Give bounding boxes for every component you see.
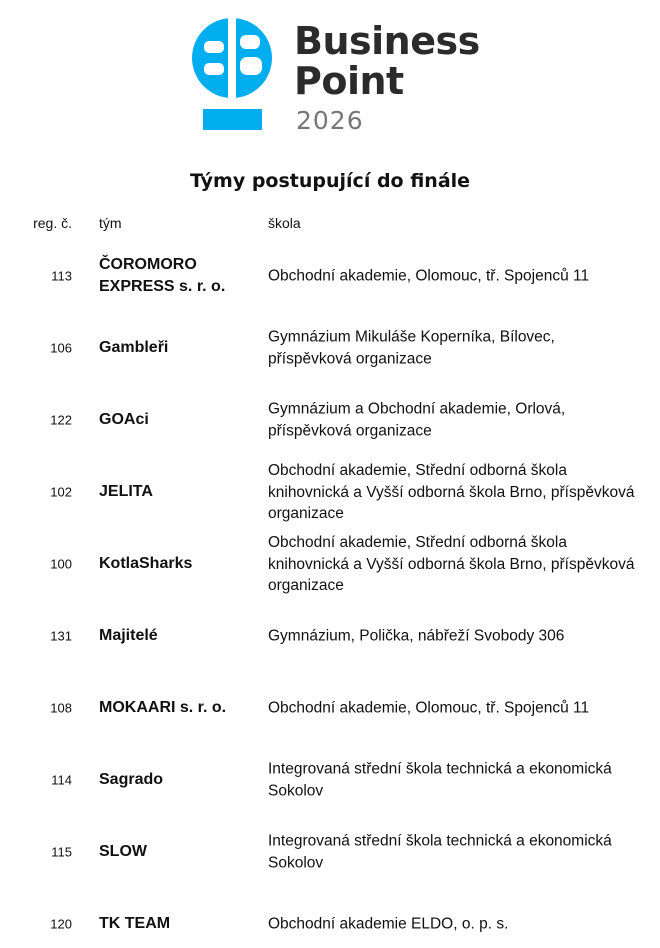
team-name: Majitelé (99, 627, 158, 644)
reg-number: 131 (50, 628, 72, 644)
team-name: MOKAARI s. r. o. (99, 699, 227, 716)
team-name: Sagrado (99, 771, 164, 788)
table-row: 114 Sagrado Integrovaná střední škola tech… (0, 744, 660, 816)
school-name: Obchodní akademie, Střední odborná škola… (268, 461, 635, 522)
team-name: SLOW (99, 843, 147, 860)
reg-number: 120 (50, 916, 72, 932)
team-name: GOAci (99, 411, 149, 428)
table-row: 100 KotlaSharks Obchodní akademie, Střední… (0, 528, 660, 600)
brand-name-line2: Point (294, 59, 404, 103)
school-name: Obchodní akademie, Střední odborná škola… (268, 533, 635, 594)
table-row: 115 SLOW Integrovaná střední škola technic… (0, 816, 660, 888)
reg-number: 113 (51, 268, 72, 284)
reg-number: 106 (50, 340, 72, 356)
brand-year: 2026 (296, 106, 364, 135)
school-name: Obchodní akademie, Olomouc, tř. Spojenců… (268, 267, 590, 285)
school-name: Gymnázium Mikuláše Koperníka, Bílovec, p… (268, 328, 555, 368)
school-name: Gymnázium a Obchodní akademie, Orlová, p… (268, 400, 566, 440)
header-reg: reg. č. (33, 215, 72, 231)
table-row: 131 Majitelé Gymnázium, Polička, nábřeží S… (0, 600, 660, 672)
reg-number: 108 (50, 700, 72, 716)
school-name: Gymnázium, Polička, nábřeží Svobody 306 (268, 627, 565, 645)
reg-number: 114 (51, 772, 72, 788)
school-name: Integrovaná střední škola technická a ek… (268, 832, 612, 872)
header-team: tým (99, 215, 122, 231)
team-name: Gambleři (99, 339, 169, 356)
table-row: 122 GOAci Gymnázium a Obchodní akademie, O… (0, 384, 660, 456)
table-row: 106 Gambleři Gymnázium Mikuláše Koperníka,… (0, 312, 660, 384)
table-row: 120 TK TEAM Obchodní akademie ELDO, o. p. … (0, 888, 660, 948)
team-name: ČOROMORO EXPRESS s. r. o. (99, 256, 226, 295)
reg-number: 115 (51, 844, 72, 860)
table-row: 102 JELITA Obchodní akademie, Střední odbo… (0, 456, 660, 528)
school-name: Obchodní akademie, Olomouc, tř. Spojenců… (268, 699, 590, 717)
brand-name-line1: Business (294, 19, 480, 63)
reg-number: 102 (50, 484, 72, 500)
header-school: škola (268, 215, 301, 231)
reg-number: 122 (50, 412, 72, 428)
team-name: KotlaSharks (99, 555, 193, 572)
team-name: TK TEAM (99, 915, 171, 932)
table-row: 108 MOKAARI s. r. o. Obchodní akademie, Ol… (0, 672, 660, 744)
table-row: 113 ČOROMORO EXPRESS s. r. o. Obchodní aka… (0, 240, 660, 312)
school-name: Obchodní akademie ELDO, o. p. s. (268, 915, 509, 933)
reg-number: 100 (50, 556, 72, 572)
school-name: Integrovaná střední škola technická a ek… (268, 760, 612, 800)
business-point-logo-icon (192, 17, 272, 130)
page-title: Týmy postupující do finále (189, 170, 471, 192)
team-name: JELITA (99, 483, 153, 500)
